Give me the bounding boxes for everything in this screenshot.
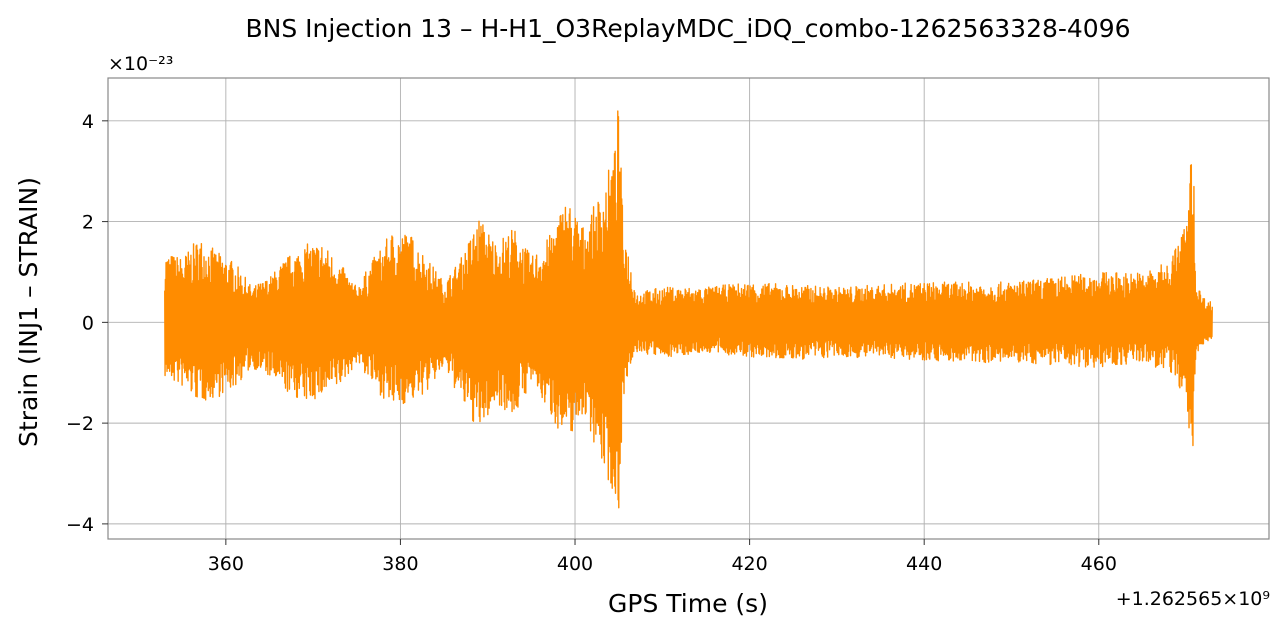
y-axis-label: Strain (INJ1 – STRAIN) [14,177,43,447]
series-layer [164,110,1213,509]
x-tick-label: 440 [906,553,942,575]
y-tick-label: −2 [66,413,94,435]
y-scale-label: ×10⁻²³ [108,53,173,75]
x-tick-label: 400 [557,553,593,575]
y-tick-label: 0 [82,312,94,334]
chart-title: BNS Injection 13 – H-H1_O3ReplayMDC_iDQ_… [245,14,1130,43]
y-tick-label: 4 [82,111,94,133]
x-tick-label: 420 [731,553,767,575]
x-axis-label: GPS Time (s) [608,589,768,618]
plot-frame [107,77,1270,540]
y-tick-label: 2 [82,212,94,234]
strain-series-line [164,110,1213,509]
x-offset-label: +1.262565×10⁹ [1116,588,1270,610]
x-tick-label: 360 [208,553,244,575]
x-tick-label: 460 [1081,553,1117,575]
x-tick-label: 380 [382,553,418,575]
ticks: 360 380 400 420 440 460 −4 −2 0 2 4 [66,111,1117,575]
y-tick-label: −4 [66,514,94,536]
